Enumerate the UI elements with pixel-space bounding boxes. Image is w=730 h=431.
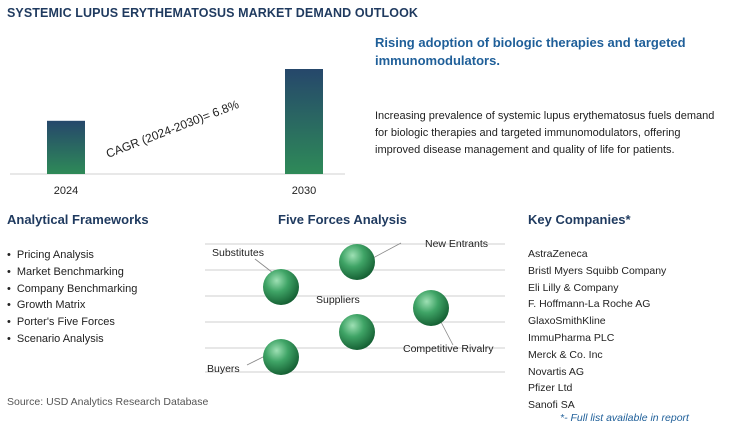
bar-2024 [47, 120, 85, 174]
source-note: Source: USD Analytics Research Database [7, 396, 209, 408]
force-sphere [263, 269, 299, 305]
description: Increasing prevalence of systemic lupus … [375, 110, 715, 156]
connector-line [372, 242, 402, 259]
competitive-rivalry-label: Competitive Rivalry [403, 343, 494, 355]
company-item: Novartis AG [528, 365, 585, 378]
company-item: Merck & Co. Inc [528, 348, 603, 361]
frameworks-title: Analytical Frameworks [7, 212, 149, 227]
connector-line [246, 355, 266, 366]
list-item: Scenario Analysis [7, 331, 137, 348]
substitutes-label: Substitutes [212, 247, 264, 259]
new-entrants-label: New Entrants [425, 238, 489, 250]
page-title: SYSTEMIC LUPUS ERYTHEMATOSUS MARKET DEMA… [7, 6, 419, 20]
companies-footnote: *- Full list available in report [560, 412, 689, 424]
suppliers-label: Suppliers [316, 294, 360, 306]
force-sphere [339, 244, 375, 280]
company-item: AstraZeneca [528, 248, 588, 260]
five-forces-title: Five Forces Analysis [278, 212, 407, 227]
frameworks-list: Pricing Analysis Market Benchmarking Com… [7, 247, 137, 348]
cagr-annotation: CAGR (2024-2030)= 6.8% [104, 97, 241, 161]
list-item: Company Benchmarking [7, 281, 137, 298]
company-item: Pfizer Ltd [528, 382, 573, 395]
bar-2030 [285, 69, 323, 174]
company-item: Eli Lilly & Company [528, 281, 619, 294]
five-forces-diagram [205, 242, 505, 375]
force-sphere [413, 290, 449, 326]
force-sphere [263, 339, 299, 375]
list-item: Growth Matrix [7, 297, 137, 314]
company-item: F. Hoffmann-La Roche AG [528, 298, 651, 311]
company-item: Bristl Myers Squibb Company [528, 264, 667, 277]
x-tick-label: 2024 [54, 185, 78, 197]
company-item: ImmuPharma PLC [528, 331, 615, 344]
force-sphere [339, 314, 375, 350]
connector-line [440, 321, 454, 346]
buyers-label: Buyers [207, 363, 240, 375]
list-item: Market Benchmarking [7, 264, 137, 281]
companies-list: AstraZeneca Bristl Myers Squibb Company … [528, 246, 666, 414]
company-item: Sanofi SA [528, 399, 575, 412]
list-item: Porter's Five Forces [7, 314, 137, 331]
companies-title: Key Companies* [528, 212, 631, 227]
company-item: GlaxoSmithKline [528, 315, 606, 328]
headline: Rising adoption of biologic therapies an… [375, 35, 686, 68]
market-bar-chart: 2024 2030 CAGR (2024-2030)= 6.8% [10, 69, 345, 197]
x-tick-label: 2030 [292, 185, 316, 197]
list-item: Pricing Analysis [7, 247, 137, 264]
